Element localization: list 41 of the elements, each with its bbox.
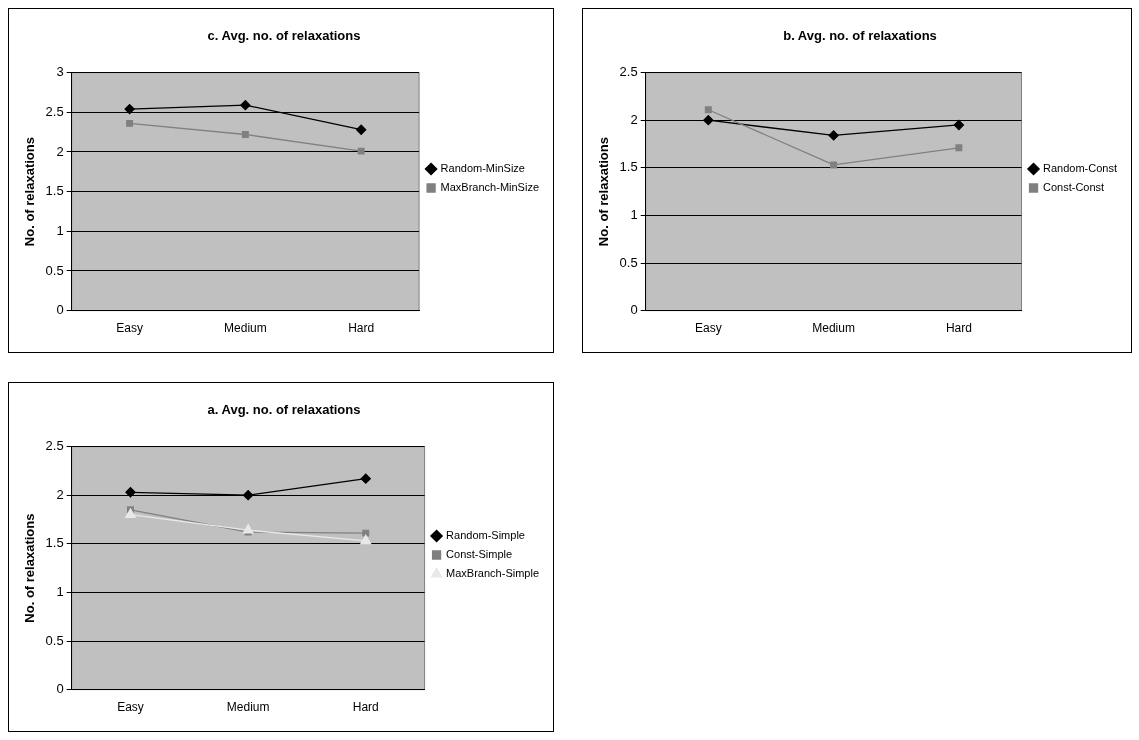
legend-label: Random-Const xyxy=(1043,162,1118,175)
y-tick-label: 0.5 xyxy=(45,262,64,278)
x-tick-label: Hard xyxy=(348,321,375,336)
legend-label: Random-Simple xyxy=(446,529,525,542)
x-tick-label: Medium xyxy=(224,321,267,336)
y-tick-label: 0.5 xyxy=(45,632,64,648)
y-tick-label: 0 xyxy=(630,302,638,318)
y-tick-label: 2 xyxy=(56,486,64,502)
y-axis-title: No. of relaxations xyxy=(22,513,38,623)
x-tick-label: Easy xyxy=(116,321,143,336)
y-tick-label: 2 xyxy=(630,111,638,127)
y-tick-label: 1 xyxy=(630,206,638,222)
x-tick-label: Medium xyxy=(226,700,270,715)
legend-label: Const-Simple xyxy=(446,548,513,561)
x-tick-label: Hard xyxy=(352,700,379,715)
y-tick-label: 2.5 xyxy=(45,103,64,119)
legend-label: MaxBranch-Simple xyxy=(446,567,539,580)
y-tick-label: 3 xyxy=(56,64,64,80)
y-tick-label: 1.5 xyxy=(45,183,64,199)
y-axis-title: No. of relaxations xyxy=(596,137,612,247)
x-tick-label: Easy xyxy=(694,321,722,336)
y-tick-label: 0.5 xyxy=(619,254,638,270)
chart-title: c. Avg. no. of relaxations xyxy=(207,28,361,44)
y-tick-label: 1 xyxy=(56,583,64,599)
y-axis-title: No. of relaxations xyxy=(22,137,38,247)
legend-label: MaxBranch-MinSize xyxy=(440,181,539,194)
chart-title: a. Avg. no. of relaxations xyxy=(207,402,361,418)
y-tick-label: 0 xyxy=(56,681,64,697)
y-tick-label: 2 xyxy=(56,143,64,159)
legend-label: Random-MinSize xyxy=(440,162,525,175)
y-tick-label: 1.5 xyxy=(619,159,638,175)
x-tick-label: Hard xyxy=(945,321,972,336)
legend-label: Const-Const xyxy=(1043,181,1105,194)
y-tick-label: 2.5 xyxy=(45,438,64,454)
x-tick-label: Medium xyxy=(812,321,855,336)
x-tick-label: Easy xyxy=(117,700,144,715)
y-tick-label: 1.5 xyxy=(45,535,64,551)
y-tick-label: 0 xyxy=(56,302,64,318)
chart-title: b. Avg. no. of relaxations xyxy=(783,28,937,44)
y-tick-label: 2.5 xyxy=(619,64,638,80)
y-tick-label: 1 xyxy=(56,222,64,238)
